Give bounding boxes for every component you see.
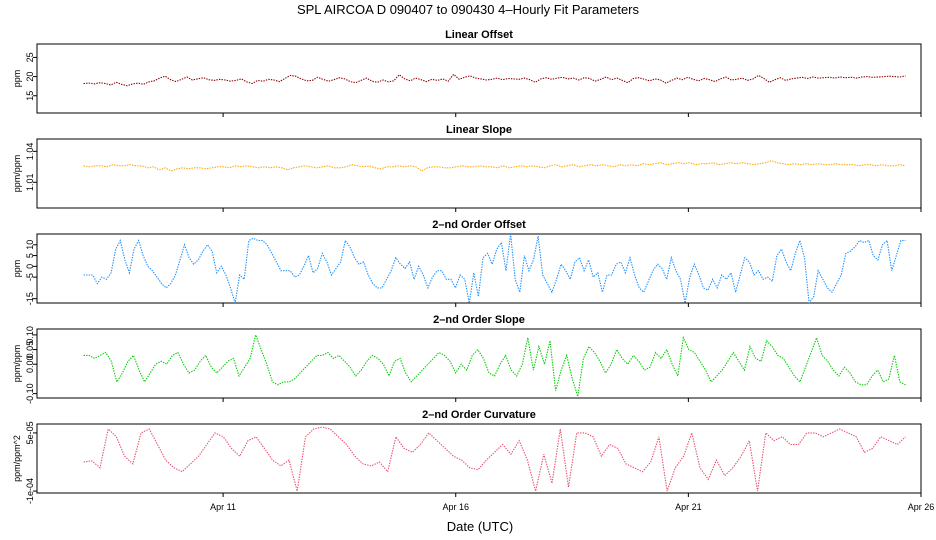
panel-3: 2–nd Order Offset ppm -15 -5 0 5 10: [12, 219, 922, 307]
y-tick-label: 0: [25, 264, 35, 269]
plot-frame: [36, 43, 922, 114]
y-axis-label: ppm/ppm^2: [12, 435, 22, 482]
x-axis-label: Date (UTC): [447, 519, 513, 534]
y-tick-label: -0.10: [25, 383, 35, 404]
figure-title: SPL AIRCOA D 090407 to 090430 4–Hourly F…: [297, 2, 640, 17]
x-tick-label: Apr 16: [442, 502, 469, 512]
x-tick-label: Apr 26: [908, 502, 935, 512]
y-tick-label: 1.04: [25, 143, 35, 161]
panel-2: Linear Slope ppm/ppm 1.01 1.04: [12, 124, 922, 212]
panel-title: 2–nd Order Curvature: [422, 409, 536, 421]
series-line: [83, 73, 906, 87]
y-tick-label: 20: [25, 72, 35, 82]
plot-frame: [36, 328, 922, 399]
y-tick-label: 0.05: [25, 341, 35, 359]
y-axis-label: ppm/ppm: [12, 155, 22, 193]
y-tick-label: -1e-04: [25, 478, 35, 504]
panel-title: 2–nd Order Offset: [432, 219, 526, 231]
panel-5: 2–nd Order Curvature ppm/ppm^2-1e-04 5e-05: [12, 409, 922, 504]
y-tick-label: 0.00: [25, 355, 35, 373]
y-axis-label: ppm: [12, 70, 22, 88]
y-tick-label: 5e-05: [25, 421, 35, 444]
plot-frame: [36, 138, 922, 209]
y-axis-label: ppm: [12, 260, 22, 278]
y-axis-label: ppm/ppm: [12, 345, 22, 383]
series-line: [83, 233, 906, 305]
y-tick-label: 10: [25, 240, 35, 250]
y-tick-label: -5: [25, 273, 35, 281]
series-line: [83, 160, 906, 172]
plot-frame: [36, 233, 922, 304]
plot-frame: [36, 423, 922, 494]
panel-4: 2–nd Order Slope ppm/ppm-0.10 0.000.050.10: [12, 314, 922, 404]
y-tick-label: -15: [25, 292, 35, 305]
series-line: [83, 426, 906, 492]
y-tick-label: 1.01: [25, 173, 35, 191]
y-tick-label: 15: [25, 91, 35, 101]
panel-title: 2–nd Order Slope: [433, 314, 525, 326]
panel-title: Linear Slope: [446, 124, 512, 136]
x-tick-label: Apr 11: [210, 502, 236, 512]
x-tick-label: Apr 21: [675, 502, 702, 512]
panel-title: Linear Offset: [445, 29, 513, 41]
series-line: [83, 333, 906, 397]
y-tick-label: 25: [25, 52, 35, 62]
y-tick-label: 0.10: [25, 326, 35, 344]
y-tick-label: 5: [25, 253, 35, 258]
